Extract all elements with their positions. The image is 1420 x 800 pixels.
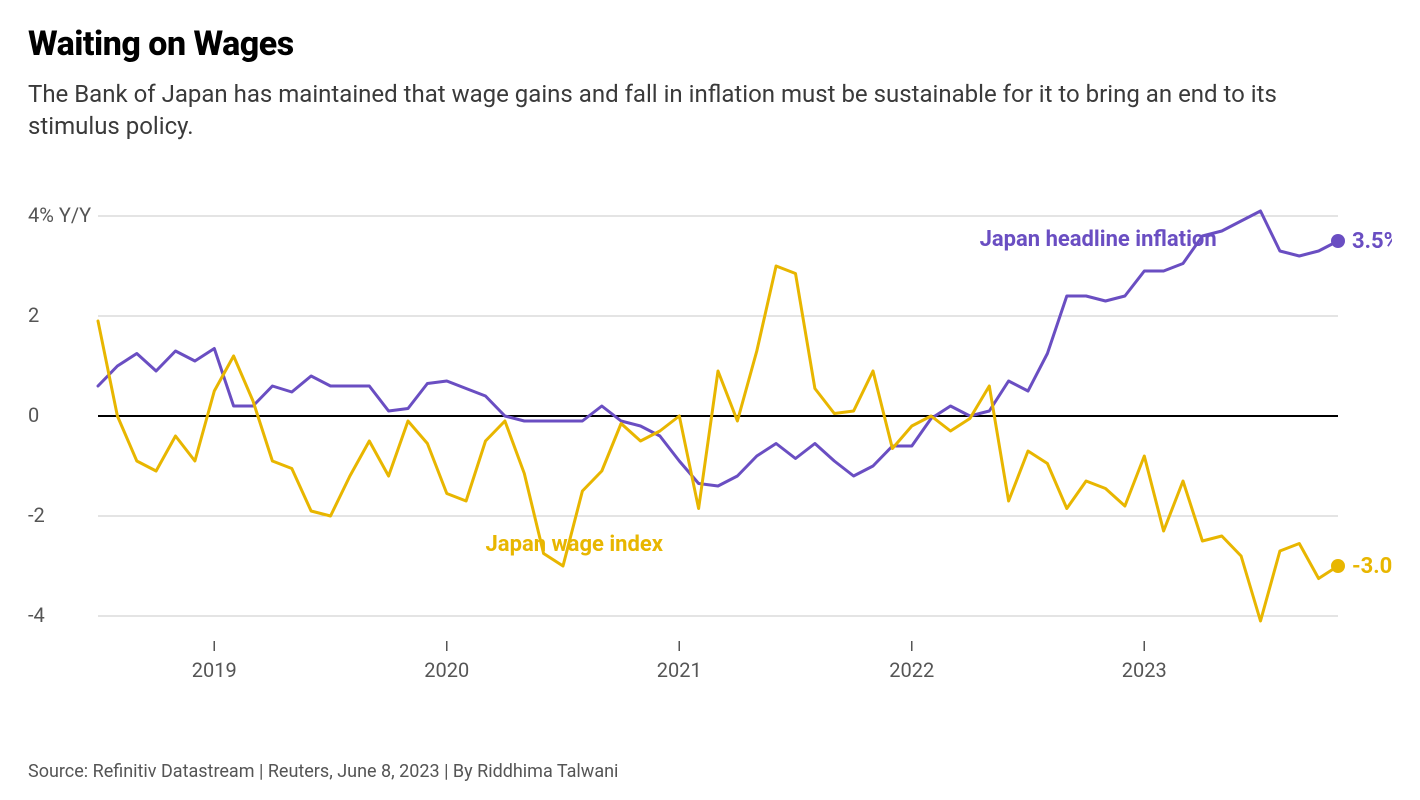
chart-title: Waiting on Wages [28,24,1392,64]
line-chart: 4% Y/Y 2 0 -2 -4 2019 2020 2021 2022 2023 3.5% Japa… [28,171,1392,711]
x-axis-label: 2020 [424,658,469,682]
y-axis-label: 4% Y/Y [28,203,91,227]
y-axis-label: -2 [28,503,45,527]
x-axis-label: 2023 [1122,658,1167,682]
x-axis-label: 2022 [889,658,934,682]
chart-source: Source: Refinitiv Datastream | Reuters, … [28,761,618,782]
x-axis-label: 2021 [657,658,702,682]
series-inflation [98,211,1338,486]
chart-subtitle: The Bank of Japan has maintained that wa… [28,78,1348,143]
series-wages [98,266,1338,621]
end-label-wages: -3.0% [1352,554,1392,579]
chart-area: 4% Y/Y 2 0 -2 -4 2019 2020 2021 2022 2023 3.5% Japa… [28,171,1392,711]
x-axis-label: 2019 [192,658,237,682]
series-label-inflation: Japan headline inflation [980,227,1217,252]
y-axis-label: -4 [28,603,45,627]
end-marker-inflation [1331,234,1345,248]
y-axis-label: 2 [28,303,39,327]
series-label-wages: Japan wage index [486,532,664,557]
end-marker-wages [1331,559,1345,573]
end-label-inflation: 3.5% [1352,229,1392,254]
y-axis-label: 0 [28,403,39,427]
